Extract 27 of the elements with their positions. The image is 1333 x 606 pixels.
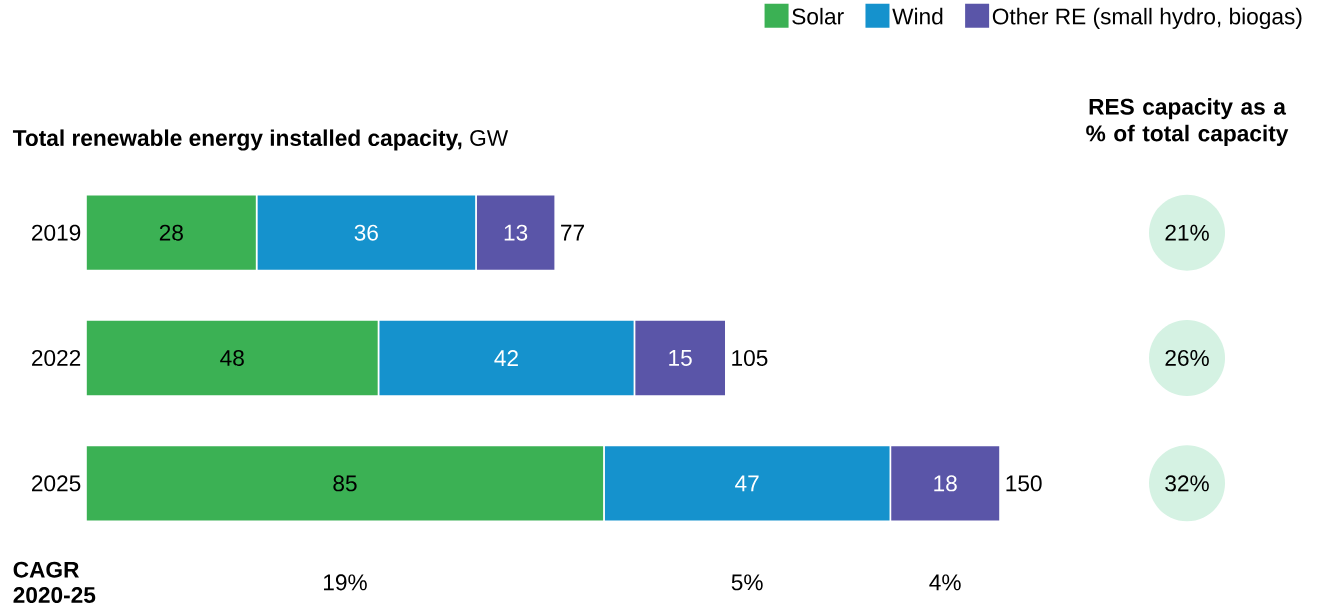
chart-title: Total renewable energy installed capacity, GW (12, 129, 509, 151)
total-label: 77 (561, 224, 584, 241)
data-label: 28 (159, 224, 183, 241)
data-label: 15 (669, 350, 692, 366)
data-label: 36 (354, 224, 378, 241)
data-label: 85 (333, 475, 357, 492)
text: 21% (1165, 224, 1209, 241)
text: 4% (929, 574, 961, 591)
data-label: 47 (735, 475, 759, 492)
text: 5% (731, 574, 763, 591)
legend-label: Solar (792, 7, 844, 25)
y-tick-label: 2022 (32, 349, 81, 367)
text: 26% (1165, 349, 1209, 367)
text: CAGR 2020-25 (13, 561, 96, 604)
data-label: 13 (504, 224, 528, 241)
y-tick-label: 2019 (32, 224, 81, 241)
y-tick-label: 2025 (32, 475, 81, 492)
legend-label: Wind (892, 7, 943, 25)
data-label: 42 (494, 350, 518, 366)
legend-label: Other RE (small hydro, biogas) (992, 7, 1302, 29)
data-label: 18 (934, 475, 957, 492)
text: 19% (324, 574, 367, 591)
total-label: 150 (1006, 475, 1042, 492)
total-label: 105 (732, 349, 768, 367)
text: RES capacity as a % of total capacity (1086, 98, 1289, 146)
data-label: 48 (220, 349, 244, 367)
text: 32% (1165, 475, 1209, 492)
